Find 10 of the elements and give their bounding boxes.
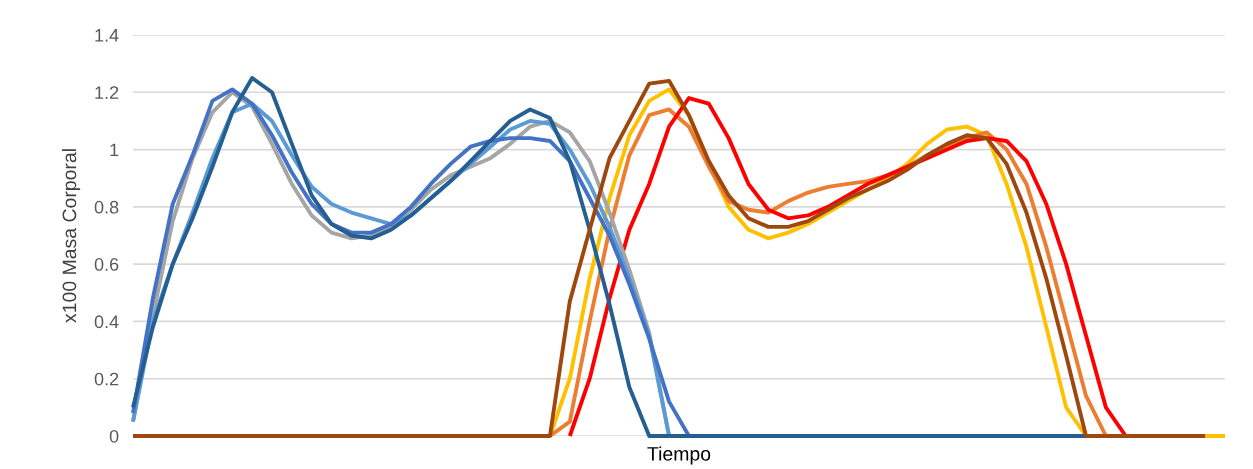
- y-tick-label: 1.4: [95, 29, 119, 42]
- y-axis-title: x100 Masa Corporal: [62, 149, 81, 323]
- y-tick-label: 0.6: [94, 258, 119, 271]
- y-tick-label: 0.4: [94, 315, 119, 329]
- y-tick-label: 0.2: [94, 372, 119, 386]
- y-tick-label: 1: [110, 143, 119, 157]
- x-axis-title: Tiempo: [647, 446, 711, 465]
- y-tick-label: 0.8: [94, 200, 119, 214]
- y-tick-label: 0: [109, 429, 119, 443]
- y-tick-label: 1.2: [95, 86, 119, 99]
